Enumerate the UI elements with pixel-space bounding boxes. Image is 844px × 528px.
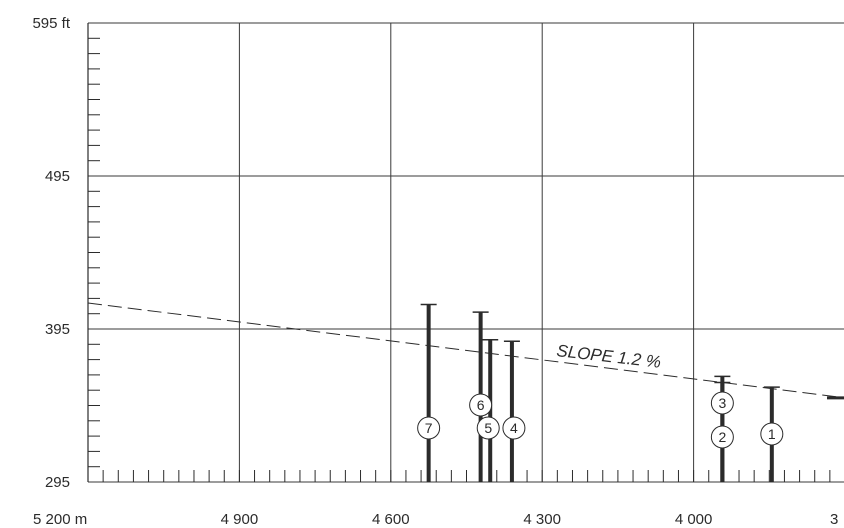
y-tick-label: 295 bbox=[45, 474, 70, 491]
x-tick-label: 4 600 bbox=[372, 511, 410, 528]
slope-label: SLOPE 1.2 % bbox=[556, 341, 662, 372]
y-tick-label: 395 bbox=[45, 321, 70, 338]
well-marker bbox=[710, 391, 734, 415]
well-label: 5 bbox=[484, 420, 492, 436]
slope-line bbox=[87, 302, 844, 399]
well-marker bbox=[760, 422, 784, 446]
x-tick-label: 5 200 m bbox=[33, 511, 87, 528]
well-label: 3 bbox=[718, 395, 726, 411]
y-tick-label: 595 ft bbox=[32, 15, 70, 32]
well-marker bbox=[710, 425, 734, 449]
well-marker bbox=[469, 393, 493, 417]
well-label: 2 bbox=[718, 429, 726, 445]
well-label: 7 bbox=[425, 420, 433, 436]
well-label: 4 bbox=[510, 420, 518, 436]
x-tick-label: 4 000 bbox=[675, 511, 713, 528]
x-tick-label: 4 900 bbox=[221, 511, 259, 528]
x-tick-label: 3 bbox=[830, 511, 838, 528]
x-tick-label: 4 300 bbox=[523, 511, 561, 528]
y-tick-label: 495 bbox=[45, 168, 70, 185]
well-marker bbox=[476, 416, 500, 440]
well-label: 6 bbox=[477, 397, 485, 413]
well-marker bbox=[417, 416, 441, 440]
well-label: 1 bbox=[768, 426, 776, 442]
well-marker bbox=[502, 416, 526, 440]
